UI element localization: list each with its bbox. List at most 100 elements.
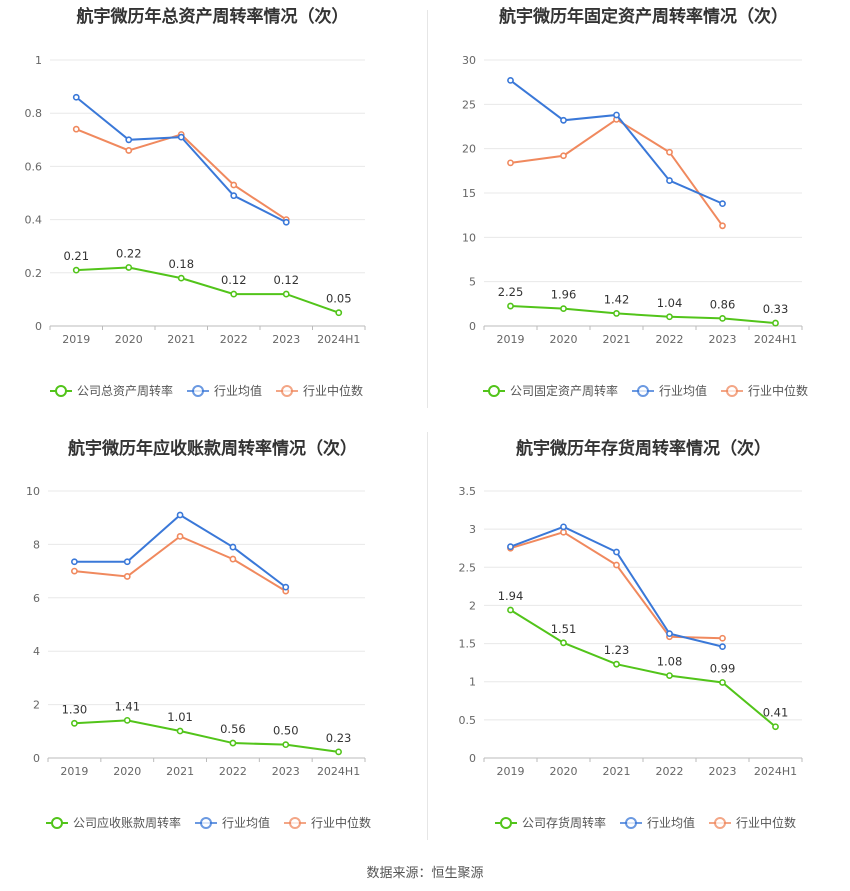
legend-item-1: 行业均值 [632, 383, 707, 398]
x-tick-label: 2020 [113, 765, 141, 778]
legend-swatch-marker [289, 817, 301, 829]
data-point [176, 727, 184, 735]
x-tick-label: 2024H1 [754, 765, 797, 778]
legend-swatch-marker [51, 817, 63, 829]
data-point [719, 634, 726, 642]
data-point [177, 133, 185, 141]
data-point [560, 523, 567, 531]
data-label: 1.96 [551, 288, 577, 302]
legend-label: 行业中位数 [736, 815, 796, 830]
legend-swatch-marker [200, 817, 212, 829]
chart-title: 航宇微历年固定资产周转率情况（次） [499, 7, 788, 27]
data-point [229, 543, 237, 551]
legend-item-0: 公司总资产周转率 [50, 383, 173, 398]
data-point [282, 218, 290, 226]
y-tick-label: 0.6 [25, 160, 43, 173]
chart-title: 航宇微历年总资产周转率情况（次） [76, 7, 349, 27]
legend-item-1: 行业均值 [195, 815, 270, 830]
x-tick-label: 2019 [62, 333, 90, 346]
y-tick-label: 0 [469, 320, 476, 333]
y-tick-label: 1 [35, 54, 42, 67]
legend-item-2: 行业中位数 [721, 383, 808, 398]
series-line-2 [510, 531, 723, 640]
x-tick-label: 2022 [220, 333, 248, 346]
y-tick-label: 1.5 [459, 638, 477, 651]
legend-item-0: 公司固定资产周转率 [483, 383, 618, 398]
data-label: 2.25 [498, 285, 524, 299]
y-tick-label: 0 [469, 752, 476, 765]
legend-swatch-marker [488, 385, 500, 397]
series-line-2 [510, 118, 724, 227]
y-tick-label: 2 [469, 599, 476, 612]
legend-label: 公司应收账款周转率 [73, 815, 181, 830]
y-tick-label: 30 [462, 54, 476, 67]
y-tick-label: 20 [462, 143, 476, 156]
legend-item-2: 行业中位数 [284, 815, 371, 830]
chart-panel-total-asset-turnover: 航宇微历年总资产周转率情况（次） 0 0.2 0.4 0.6 0.8 1 2019 2020 2… [0, 0, 425, 420]
x-tick-label: 2022 [656, 333, 684, 346]
y-tick-label: 2 [33, 699, 40, 712]
chart-svg-total-asset-turnover: 0 0.2 0.4 0.6 0.8 1 2019 2020 2021 2022 2023 2024H1… [25, 54, 366, 398]
data-label: 0.99 [710, 661, 736, 675]
data-point [560, 528, 567, 536]
x-tick-label: 2023 [272, 765, 300, 778]
data-point [123, 573, 131, 580]
data-point [176, 511, 184, 519]
data-point [125, 264, 133, 271]
series-line-0 [509, 609, 777, 728]
series-line-1 [74, 513, 287, 588]
data-point [72, 266, 80, 274]
y-tick-label: 0.8 [25, 107, 43, 120]
data-point [229, 739, 237, 747]
data-label: 1.08 [657, 655, 683, 669]
data-point [507, 606, 514, 614]
data-point [335, 309, 343, 317]
data-point [719, 200, 726, 208]
legend-item-1: 行业均值 [620, 815, 695, 830]
data-point [507, 76, 514, 84]
data-label: 0.41 [763, 706, 789, 720]
x-tick-label: 2022 [656, 765, 684, 778]
y-tick-label: 0.5 [459, 714, 477, 727]
y-tick-label: 0.4 [25, 214, 43, 227]
vertical-divider-bottom [427, 432, 428, 840]
data-point [282, 290, 290, 298]
data-point [613, 548, 620, 556]
data-point [71, 719, 78, 727]
y-tick-label: 0 [33, 752, 40, 765]
data-point [229, 555, 237, 563]
data-point [719, 643, 726, 651]
legend-label: 行业均值 [222, 815, 270, 830]
legend-item-0: 公司应收账款周转率 [46, 815, 181, 830]
x-tick-label: 2021 [166, 765, 194, 778]
data-label: 1.23 [604, 643, 630, 657]
legend-label: 公司总资产周转率 [77, 383, 173, 398]
legend-label: 公司存货周转率 [522, 815, 606, 830]
y-tick-label: 8 [33, 538, 40, 551]
legend-item-2: 行业中位数 [709, 815, 796, 830]
data-point [666, 148, 673, 156]
data-point [125, 136, 133, 144]
data-label: 0.33 [763, 302, 789, 316]
x-tick-label: 2020 [115, 333, 143, 346]
chart-title: 航宇微历年存货周转率情况（次） [516, 439, 771, 459]
data-point [123, 558, 131, 566]
data-label: 0.18 [168, 257, 194, 271]
data-label: 1.30 [62, 702, 88, 716]
data-point [230, 192, 238, 200]
data-point [613, 561, 620, 569]
data-label: 0.23 [326, 731, 352, 745]
legend-swatch-marker [500, 817, 512, 829]
legend-label: 公司固定资产周转率 [510, 383, 618, 398]
x-tick-label: 2024H1 [754, 333, 797, 346]
legend-label: 行业均值 [214, 383, 262, 398]
data-label: 0.22 [116, 246, 142, 260]
data-label: 1.01 [167, 710, 193, 724]
data-point [230, 181, 238, 189]
series-line-1 [75, 96, 287, 224]
legend-swatch-marker [192, 385, 204, 397]
data-point [666, 177, 673, 184]
data-point [71, 558, 78, 566]
chart-panel-fixed-asset-turnover: 航宇微历年固定资产周转率情况（次） 0 5 10 15 20 25 30 2019 2020 20… [437, 0, 850, 420]
legend-item-2: 行业中位数 [276, 383, 363, 398]
